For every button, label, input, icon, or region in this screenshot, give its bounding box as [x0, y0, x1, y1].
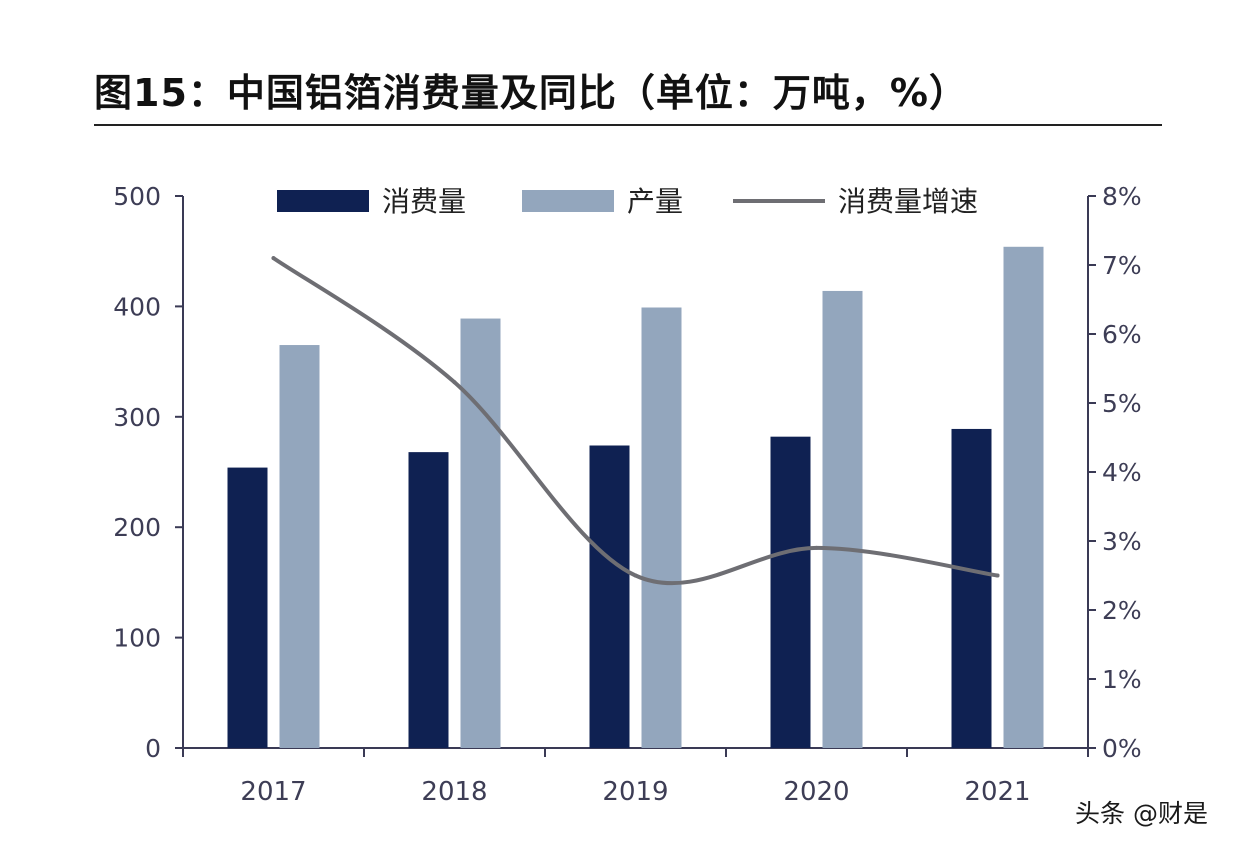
legend-label-growth: 消费量增速	[838, 185, 978, 218]
growth-rate-point	[814, 545, 819, 550]
growth-rate-point	[271, 256, 276, 261]
y-right-tick-label: 7%	[1102, 251, 1142, 280]
growth-rate-point	[452, 380, 457, 385]
bar-production	[641, 307, 682, 748]
y-left-tick-label: 200	[113, 513, 161, 542]
x-tick-label: 2017	[240, 777, 306, 807]
growth-rate-line	[271, 256, 1000, 586]
y-right-tick-label: 0%	[1102, 734, 1142, 763]
y-right-tick-label: 2%	[1102, 596, 1142, 625]
bar-consumption	[589, 445, 630, 748]
bar-consumption	[408, 452, 449, 748]
growth-rate-point	[633, 573, 638, 578]
title-divider	[94, 124, 1162, 126]
y-right-tick-label: 3%	[1102, 527, 1142, 556]
x-tick-label: 2018	[421, 777, 487, 807]
y-right-tick-label: 4%	[1102, 458, 1142, 487]
y-left-tick-label: 300	[113, 403, 161, 432]
bar-consumption	[227, 467, 268, 748]
y-right-tick-label: 6%	[1102, 320, 1142, 349]
bar-production	[279, 345, 320, 748]
legend-label-production: 产量	[627, 185, 683, 218]
x-tick-label: 2020	[783, 777, 849, 807]
y-left-tick-label: 0	[145, 734, 161, 763]
y-right-tick-label: 1%	[1102, 665, 1142, 694]
y-right-tick-label: 5%	[1102, 389, 1142, 418]
x-tick-label: 2021	[964, 777, 1030, 807]
x-tick-label: 2019	[602, 777, 668, 807]
watermark: 头条 @财是	[1075, 799, 1208, 828]
bar-consumption	[770, 436, 811, 748]
legend-swatch-production	[522, 190, 614, 212]
y-left-tick-label: 100	[113, 624, 161, 653]
y-left-tick-label: 500	[113, 182, 161, 211]
legend-swatch-consumption	[277, 190, 369, 212]
bar-production	[1003, 246, 1044, 748]
y-right-tick-label: 8%	[1102, 182, 1142, 211]
chart-title: 图15：中国铝箔消费量及同比（单位：万吨，%）	[94, 71, 968, 115]
bar-production	[460, 318, 501, 748]
legend-label-consumption: 消费量	[382, 185, 466, 218]
bar-production	[822, 290, 863, 748]
y-left-tick-label: 400	[113, 292, 161, 321]
growth-rate-point	[995, 573, 1000, 578]
bar-consumption	[951, 428, 992, 748]
